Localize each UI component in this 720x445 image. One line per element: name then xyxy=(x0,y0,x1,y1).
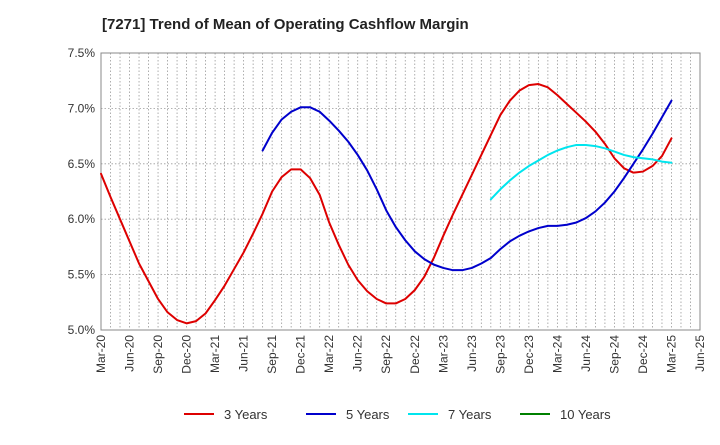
x-tick-label: Sep-24 xyxy=(607,335,621,374)
legend-label-3-years: 3 Years xyxy=(224,407,268,422)
x-tick-label: Jun-23 xyxy=(465,335,479,372)
x-tick-label: Dec-20 xyxy=(180,335,194,374)
x-tick-label: Jun-22 xyxy=(351,335,365,372)
y-tick-label: 7.5% xyxy=(68,46,96,60)
x-tick-label: Jun-21 xyxy=(237,335,251,372)
x-tick-label: Sep-20 xyxy=(151,335,165,374)
y-tick-label: 6.0% xyxy=(68,212,96,226)
plot-area-border xyxy=(100,52,701,331)
y-tick-label: 5.0% xyxy=(68,323,96,337)
series-line-5-years xyxy=(261,99,673,272)
x-tick-label: Sep-21 xyxy=(265,335,279,374)
x-tick-label: Sep-23 xyxy=(493,335,507,374)
series-line-7-years xyxy=(489,143,673,201)
x-tick-label: Dec-22 xyxy=(408,335,422,374)
x-tick-label: Mar-24 xyxy=(550,335,564,373)
x-tick-label: Dec-23 xyxy=(522,335,536,374)
y-tick-label: 6.5% xyxy=(68,157,96,171)
x-tick-label: Jun-24 xyxy=(579,335,593,372)
x-tick-label: Mar-25 xyxy=(664,335,678,373)
x-tick-label: Mar-22 xyxy=(322,335,336,373)
y-tick-label: 5.5% xyxy=(68,268,96,282)
series-line-3-years xyxy=(100,83,673,325)
x-tick-label: Jun-20 xyxy=(123,335,137,372)
chart-title: [7271] Trend of Mean of Operating Cashfl… xyxy=(102,16,469,33)
x-tick-label: Mar-21 xyxy=(208,335,222,373)
legend-label-10-years: 10 Years xyxy=(560,407,611,422)
legend-label-7-years: 7 Years xyxy=(448,407,492,422)
x-tick-label: Dec-21 xyxy=(294,335,308,374)
y-tick-label: 7.0% xyxy=(68,101,96,115)
x-tick-label: Jun-25 xyxy=(693,335,707,372)
x-tick-label: Mar-23 xyxy=(436,335,450,373)
legend-label-5-years: 5 Years xyxy=(346,407,390,422)
x-tick-label: Dec-24 xyxy=(636,335,650,374)
x-tick-label: Sep-22 xyxy=(379,335,393,374)
x-tick-label: Mar-20 xyxy=(94,335,108,373)
